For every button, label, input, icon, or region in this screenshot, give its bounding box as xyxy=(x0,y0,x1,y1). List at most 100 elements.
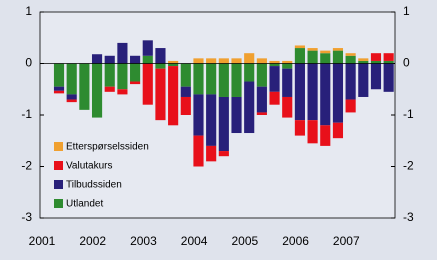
bar xyxy=(168,60,179,64)
bar xyxy=(320,63,331,126)
bar xyxy=(332,48,344,51)
bar xyxy=(282,68,293,97)
bar xyxy=(104,86,115,92)
bar xyxy=(91,63,103,118)
legend-swatch xyxy=(54,180,63,189)
bar xyxy=(193,58,204,64)
y2-tick-label: -3 xyxy=(403,210,414,224)
bar xyxy=(79,63,90,110)
legend-label: Etterspørselssiden xyxy=(66,142,149,153)
legend-box xyxy=(50,138,162,212)
bar xyxy=(206,58,217,64)
bar xyxy=(53,63,65,87)
y-tick-label: 1 xyxy=(25,4,32,18)
bar xyxy=(358,58,369,61)
bar xyxy=(269,60,280,64)
bar xyxy=(320,53,331,64)
bar xyxy=(256,86,267,113)
bar xyxy=(142,40,153,56)
bar xyxy=(193,94,204,136)
bar xyxy=(206,145,217,162)
bar xyxy=(66,63,77,95)
bar xyxy=(168,66,179,126)
bar xyxy=(104,63,115,87)
bar xyxy=(345,63,356,100)
x-tick-label: 2005 xyxy=(232,234,259,248)
bar xyxy=(256,63,267,87)
bar xyxy=(269,63,280,67)
y2-tick-label: 1 xyxy=(403,4,410,18)
bar xyxy=(91,54,103,64)
bar xyxy=(180,96,191,115)
bar xyxy=(231,96,242,134)
bar xyxy=(66,94,77,100)
bar xyxy=(383,63,394,92)
bar xyxy=(53,86,65,91)
legend-label: Tilbudssiden xyxy=(66,180,122,191)
bar xyxy=(193,135,204,167)
bar xyxy=(142,55,153,64)
legend-swatch xyxy=(54,142,63,151)
bar xyxy=(53,90,65,94)
bar xyxy=(180,86,191,97)
x-tick-label: 2004 xyxy=(181,234,208,248)
x-tick-label: 2003 xyxy=(130,234,157,248)
bar xyxy=(104,55,115,64)
y-tick-label: 0 xyxy=(25,56,32,70)
bar xyxy=(244,53,255,64)
y-tick-label: -1 xyxy=(21,107,32,121)
bar xyxy=(218,151,229,157)
bar xyxy=(383,60,394,64)
bar xyxy=(383,53,394,61)
x-tick-label: 2007 xyxy=(333,234,360,248)
bar xyxy=(358,63,369,97)
y2-tick-label: 0 xyxy=(403,56,410,70)
y2-tick-label: -2 xyxy=(403,159,414,173)
bar xyxy=(256,58,267,64)
y-tick-label: -3 xyxy=(21,210,32,224)
bar xyxy=(218,96,229,152)
bar xyxy=(320,50,331,54)
bar xyxy=(130,55,141,64)
bar xyxy=(206,94,217,146)
bar xyxy=(66,99,77,103)
bar xyxy=(370,63,382,90)
bar xyxy=(155,63,166,69)
bar xyxy=(231,63,242,97)
bar xyxy=(307,63,318,121)
bar xyxy=(282,60,293,64)
bar xyxy=(231,58,242,64)
bar xyxy=(345,99,356,113)
bar xyxy=(256,112,267,115)
bar xyxy=(307,50,318,64)
bar xyxy=(294,45,305,49)
bar xyxy=(155,68,166,121)
bar xyxy=(282,96,293,118)
bar xyxy=(370,53,382,61)
legend-swatch xyxy=(54,199,63,208)
bar xyxy=(130,63,141,82)
y2-tick-label: -1 xyxy=(403,107,414,121)
x-tick-label: 2001 xyxy=(29,234,56,248)
bar xyxy=(269,91,280,105)
bar xyxy=(218,58,229,64)
y-tick-label: -2 xyxy=(21,159,32,173)
bar xyxy=(320,125,331,146)
bar xyxy=(294,120,305,136)
bar xyxy=(193,63,204,95)
bar xyxy=(294,63,305,121)
bar xyxy=(370,60,382,64)
bar xyxy=(244,63,255,82)
bar xyxy=(307,120,318,144)
bar xyxy=(155,48,166,64)
bar xyxy=(142,63,153,105)
bar xyxy=(345,55,356,64)
bar xyxy=(117,89,128,95)
bar xyxy=(282,63,293,69)
bar xyxy=(332,50,344,64)
bar xyxy=(117,63,128,90)
legend-label: Valutakurs xyxy=(66,161,113,172)
bar xyxy=(180,63,191,87)
bar xyxy=(345,53,356,56)
